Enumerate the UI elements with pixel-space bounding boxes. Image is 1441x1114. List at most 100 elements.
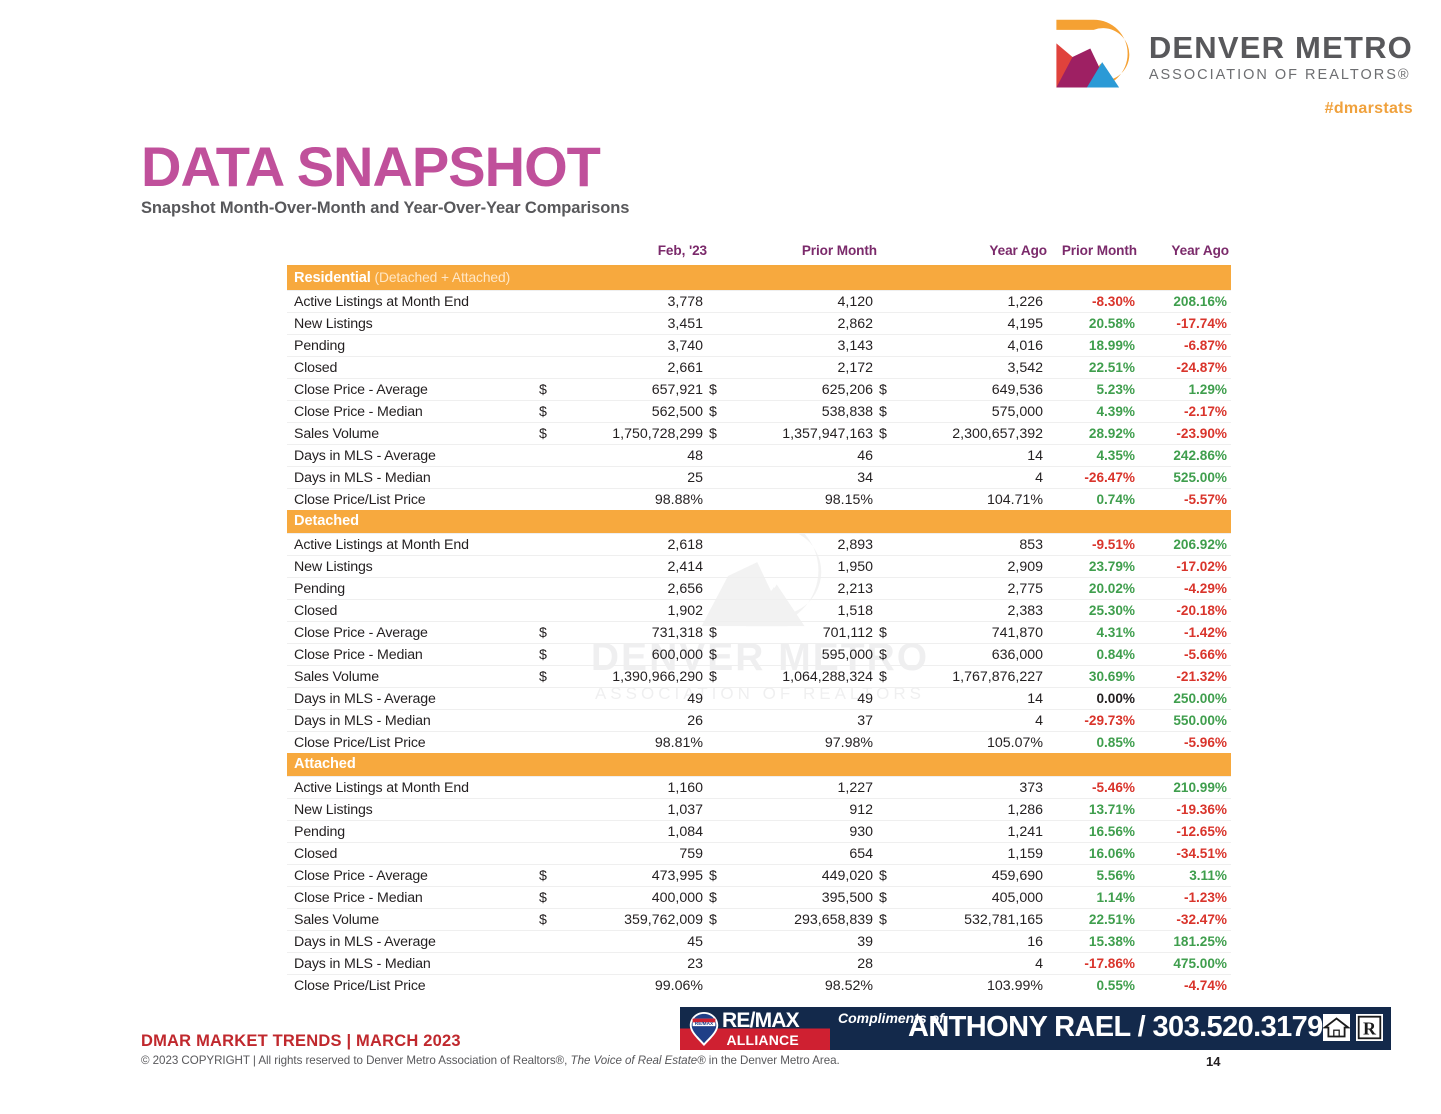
metric-label: New Listings <box>287 798 537 821</box>
metric-label: Sales Volume <box>287 908 537 931</box>
value-prior-month: 595,000 <box>729 643 878 666</box>
currency-symbol-year-ago: $ <box>877 621 900 644</box>
value-prior-month: 4,120 <box>729 290 878 313</box>
currency-symbol-current: $ <box>537 378 559 401</box>
value-prior-month: 98.15% <box>824 491 874 508</box>
currency-symbol-year-ago <box>877 599 900 622</box>
value-current: 25 <box>559 466 707 489</box>
currency-symbol-current: $ <box>537 621 559 644</box>
currency-symbol-year-ago: $ <box>877 665 900 688</box>
col-header-prior-month: Prior Month <box>801 243 878 258</box>
value-year-ago: 2,909 <box>899 555 1048 578</box>
currency-symbol-current <box>537 820 559 843</box>
agent-name-phone[interactable]: ANTHONY RAEL / 303.520.3179 <box>908 1011 1323 1043</box>
value-prior-month: 912 <box>729 798 878 821</box>
pct-change-prior-month: 4.39% <box>1047 400 1140 423</box>
currency-symbol-current <box>537 599 559 622</box>
currency-symbol-year-ago <box>877 975 899 997</box>
pct-change-year-ago: 250.00% <box>1139 687 1232 710</box>
metric-label: Active Listings at Month End <box>287 533 537 556</box>
table-row: Close Price - Median $400,000 $395,500 $405… <box>287 886 1232 909</box>
currency-symbol-current <box>537 709 559 732</box>
value-current: 1,160 <box>559 776 707 799</box>
currency-symbol-prior: $ <box>707 422 729 445</box>
currency-symbol-current <box>537 975 559 997</box>
currency-symbol-prior <box>707 952 729 975</box>
value-current: 48 <box>559 444 707 467</box>
metric-label: New Listings <box>287 555 537 578</box>
value-year-ago: 741,870 <box>899 621 1048 644</box>
pct-change-prior-month: 5.23% <box>1047 378 1140 401</box>
pct-change-year-ago: -5.96% <box>1183 735 1228 750</box>
value-year-ago: 4 <box>899 952 1048 975</box>
currency-symbol-prior <box>707 334 729 357</box>
remax-brand-bottom: ALLIANCE <box>726 1032 799 1048</box>
currency-symbol-prior <box>707 555 729 578</box>
value-current: 98.88% <box>654 491 703 508</box>
value-prior-month: 49 <box>729 687 878 710</box>
metric-label: Days in MLS - Median <box>287 709 537 732</box>
value-current: 657,921 <box>559 378 707 401</box>
value-current: 731,318 <box>559 621 707 644</box>
pct-change-year-ago: -4.29% <box>1139 577 1232 600</box>
pct-change-year-ago: 181.25% <box>1139 930 1232 953</box>
value-current: 45 <box>559 930 707 953</box>
pct-change-prior-month: 4.35% <box>1047 444 1140 467</box>
section-header-row: Residential (Detached + Attached) <box>287 266 1232 291</box>
brand-text: DENVER METRO ASSOCIATION OF REALTORS® <box>1149 32 1413 83</box>
pct-change-year-ago: -17.74% <box>1139 312 1232 335</box>
value-current: 562,500 <box>559 400 707 423</box>
value-prior-month: 98.52% <box>824 977 874 994</box>
pct-change-prior-month: 22.51% <box>1047 356 1140 379</box>
value-year-ago: 2,300,657,392 <box>899 422 1048 445</box>
value-prior-month: 538,838 <box>729 400 878 423</box>
value-prior-month: 654 <box>729 842 878 865</box>
currency-symbol-prior: $ <box>707 665 729 688</box>
value-current: 1,037 <box>559 798 707 821</box>
value-current: 759 <box>559 842 707 865</box>
currency-symbol-current <box>537 687 559 710</box>
value-prior-month: 1,950 <box>729 555 878 578</box>
table-row: New Listings 3,451 2,862 4,195 20.58% -17.74% <box>287 312 1232 335</box>
currency-symbol-prior <box>707 290 729 313</box>
col-header-pct-prior-month: Prior Month <box>1061 243 1138 258</box>
pct-change-year-ago: -1.23% <box>1139 886 1232 909</box>
footer-copyright: © 2023 COPYRIGHT | All rights reserved t… <box>141 1054 840 1067</box>
currency-symbol-current <box>537 732 559 754</box>
value-year-ago: 649,536 <box>899 378 1048 401</box>
value-current: 23 <box>559 952 707 975</box>
table-row: Pending 1,084 930 1,241 16.56% -12.65% <box>287 820 1232 843</box>
currency-symbol-current <box>537 356 559 379</box>
currency-symbol-current: $ <box>537 643 559 666</box>
pct-change-year-ago: 208.16% <box>1139 290 1232 313</box>
value-prior-month: 395,500 <box>729 886 878 909</box>
pct-change-prior-month: 0.55% <box>1096 978 1136 993</box>
currency-symbol-prior <box>707 577 729 600</box>
currency-symbol-year-ago <box>877 687 900 710</box>
table-head: Feb, '23 Prior Month Year Ago Prior Mont… <box>287 243 1232 266</box>
pct-change-prior-month: 16.06% <box>1047 842 1140 865</box>
currency-symbol-year-ago <box>877 732 899 754</box>
value-prior-month: 293,658,839 <box>729 908 878 931</box>
pct-change-prior-month: 0.84% <box>1047 643 1140 666</box>
agent-banner[interactable]: RE/MAX RE/MAX ALLIANCE Compliments of: A… <box>680 1007 1391 1050</box>
pct-change-year-ago: 210.99% <box>1139 776 1232 799</box>
currency-symbol-year-ago <box>877 466 900 489</box>
currency-symbol-current <box>537 842 559 865</box>
currency-symbol-year-ago: $ <box>877 400 900 423</box>
value-current: 359,762,009 <box>559 908 707 931</box>
value-current: 3,740 <box>559 334 707 357</box>
value-prior-month: 46 <box>729 444 878 467</box>
remax-brand-top: RE/MAX <box>722 1009 800 1032</box>
currency-symbol-year-ago <box>877 776 900 799</box>
currency-symbol-year-ago <box>877 334 900 357</box>
currency-symbol-year-ago <box>877 842 900 865</box>
currency-symbol-prior <box>707 312 729 335</box>
table-row: Pending 3,740 3,143 4,016 18.99% -6.87% <box>287 334 1232 357</box>
table-row: Closed 759 654 1,159 16.06% -34.51% <box>287 842 1232 865</box>
brand-header: DENVER METRO ASSOCIATION OF REALTORS® <box>1049 18 1413 96</box>
currency-symbol-year-ago <box>877 444 900 467</box>
currency-symbol-prior <box>707 444 729 467</box>
pct-change-year-ago: -21.32% <box>1139 665 1232 688</box>
value-prior-month: 39 <box>729 930 878 953</box>
